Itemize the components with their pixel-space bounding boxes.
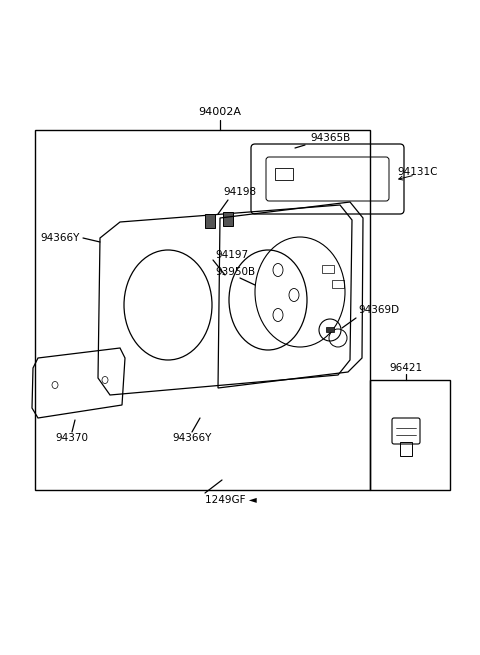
Text: 94370: 94370 [56,433,88,443]
Text: 94369D: 94369D [358,305,399,315]
Bar [223,212,233,226]
Text: 94366Y: 94366Y [41,233,80,243]
Bar [400,442,412,456]
Bar [205,214,215,228]
Text: 96421: 96421 [389,363,422,373]
Text: 94002A: 94002A [199,107,241,117]
Bar [326,327,334,332]
Text: 94198: 94198 [223,187,257,197]
Bar [275,168,293,180]
Text: 93950B: 93950B [215,267,255,277]
Text: 1249GF ◄: 1249GF ◄ [205,495,257,505]
Text: 94366Y: 94366Y [172,433,212,443]
Text: 94197: 94197 [215,250,248,260]
Text: 94131C: 94131C [398,167,438,177]
Bar [322,265,334,273]
Bar [370,380,450,490]
Text: 94365B: 94365B [310,133,350,143]
Bar [35,130,370,490]
Bar [332,280,344,288]
